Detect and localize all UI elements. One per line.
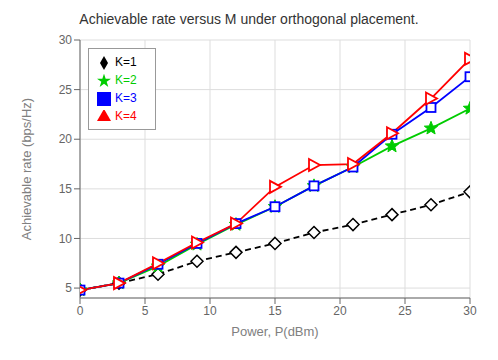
- svg-text:Power, P(dBm): Power, P(dBm): [231, 324, 318, 339]
- svg-text:30: 30: [59, 33, 73, 47]
- html-text:K=4: K=4: [115, 109, 137, 123]
- html-text:K=1: K=1: [115, 55, 137, 69]
- svg-text:15: 15: [59, 182, 73, 196]
- svg-text:5: 5: [142, 304, 149, 318]
- svg-text:15: 15: [268, 304, 282, 318]
- svg-text:20: 20: [333, 304, 347, 318]
- svg-text:Achievable rate (bps/Hz): Achievable rate (bps/Hz): [19, 98, 34, 240]
- svg-text:10: 10: [59, 232, 73, 246]
- html-text:K=3: K=3: [115, 91, 137, 105]
- svg-text:5: 5: [65, 281, 72, 295]
- svg-text:0: 0: [77, 304, 84, 318]
- svg-text:30: 30: [463, 304, 477, 318]
- html-text:K=2: K=2: [115, 73, 137, 87]
- svg-text:10: 10: [203, 304, 217, 318]
- html-text:Achievable rate versus M under: Achievable rate versus M under orthogona…: [79, 11, 419, 27]
- svg-text:25: 25: [59, 83, 73, 97]
- svg-text:20: 20: [59, 132, 73, 146]
- svg-text:25: 25: [398, 304, 412, 318]
